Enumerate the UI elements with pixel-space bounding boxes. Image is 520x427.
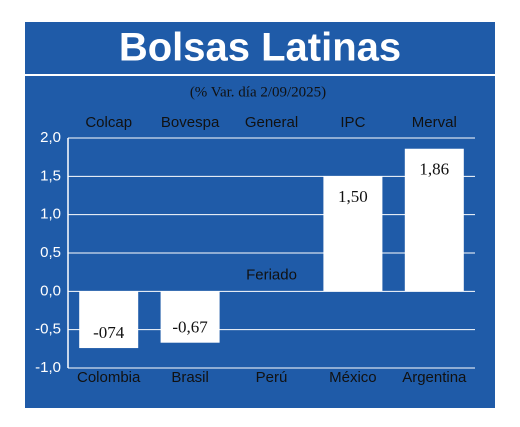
bar: [160, 291, 220, 343]
bar: [79, 291, 139, 349]
value-label: -074: [93, 323, 125, 342]
y-tick-label: -0,5: [35, 321, 61, 338]
x-tick-label: Bovespa: [161, 114, 220, 131]
country-label: México: [329, 369, 377, 386]
y-tick-label: 1,0: [40, 206, 61, 223]
country-label: Colombia: [77, 369, 141, 386]
y-tick-label: 2,0: [40, 129, 61, 146]
country-label: Brasil: [171, 369, 209, 386]
y-tick-label: 0,0: [40, 282, 61, 299]
chart-subtitle: (% Var. día 2/09/2025): [190, 84, 326, 100]
value-label: Feriado: [246, 266, 297, 283]
x-tick-label: General: [245, 114, 298, 131]
y-tick-label: -1,0: [35, 359, 61, 376]
x-tick-label: Colcap: [85, 114, 132, 131]
country-label: Argentina: [402, 369, 467, 386]
x-tick-label: IPC: [340, 114, 365, 131]
value-label: 1,86: [419, 160, 449, 179]
y-tick-label: 0,5: [40, 244, 61, 261]
country-label: Perú: [256, 369, 288, 386]
value-label: -0,67: [172, 318, 208, 337]
bar: [323, 176, 383, 292]
value-label: 1,50: [338, 187, 368, 206]
y-tick-label: 1,5: [40, 167, 61, 184]
chart-title: Bolsas Latinas: [119, 26, 401, 70]
bar: [404, 148, 464, 292]
x-tick-label: Merval: [412, 114, 457, 131]
